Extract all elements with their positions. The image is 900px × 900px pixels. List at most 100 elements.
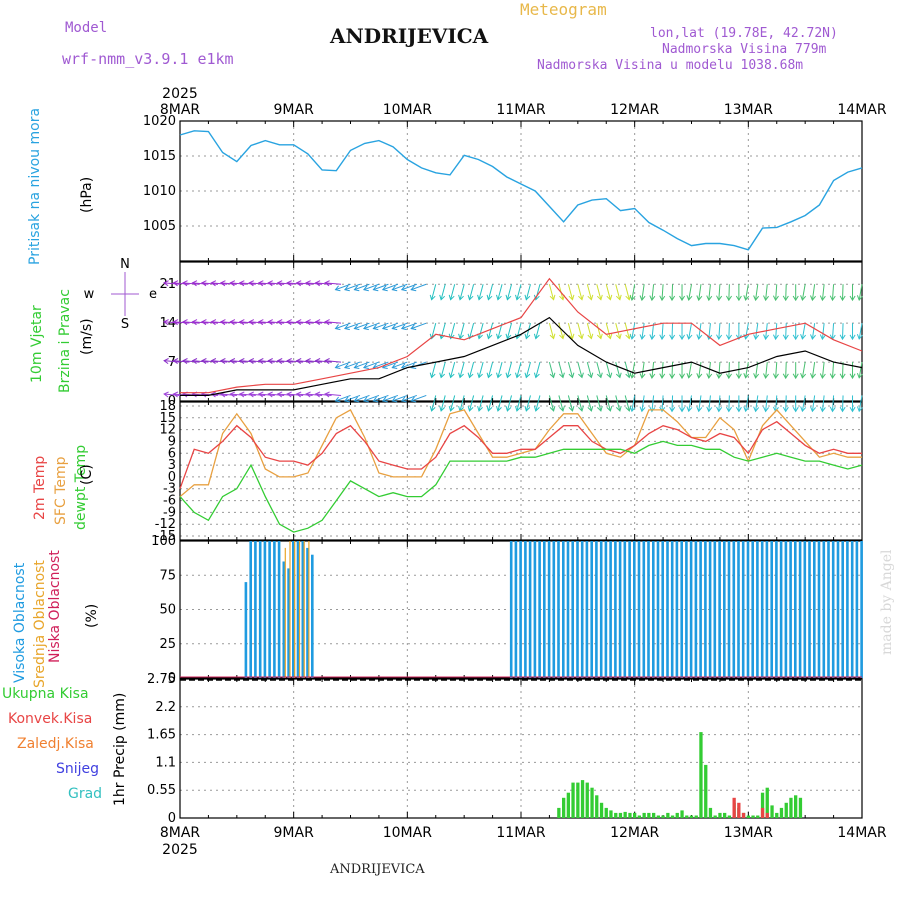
wind-arrow-head <box>286 358 292 365</box>
legend-snow: Snijeg <box>56 761 100 777</box>
legend-total-rain: Ukupna Kisa <box>2 686 89 702</box>
wind-arrow <box>182 321 199 324</box>
wind-arrow <box>821 284 825 301</box>
wind-arrow-head <box>669 295 676 302</box>
wind-arrow <box>718 362 721 379</box>
wind-arrow-head <box>782 406 789 413</box>
high-cloud-bar <box>547 541 551 678</box>
high-cloud-bar <box>718 541 721 678</box>
wind-arrow-head <box>549 405 556 412</box>
high-cloud-bar <box>623 541 627 678</box>
wind-arrow-head <box>639 373 646 379</box>
wind-arrow <box>182 360 199 363</box>
conv-rain-bar <box>741 812 746 818</box>
wind-arrow <box>577 323 583 339</box>
y-tick-label: -15 <box>155 529 176 544</box>
total-rain-bar <box>571 782 575 818</box>
wind-arrow-head <box>200 280 207 287</box>
wind-arrow-head <box>649 406 656 413</box>
wind-arrow-head <box>295 319 302 326</box>
wind-arrow <box>335 394 351 402</box>
wind-arrow <box>558 361 564 378</box>
wind-arrow <box>220 393 237 396</box>
wind-arrow <box>164 321 181 324</box>
wind-arrow-head <box>735 406 742 413</box>
y-tick-label: 2.2 <box>155 700 176 715</box>
wind-arrow <box>440 361 446 378</box>
wind-arrow-head <box>839 406 846 413</box>
wind-arrow-head <box>659 334 666 341</box>
wind-arrow <box>811 284 816 301</box>
wind-arrow <box>459 361 465 378</box>
wind-arrow <box>567 284 573 300</box>
wind-arrow-head <box>238 358 245 365</box>
total-rain-bar <box>685 815 689 818</box>
wind-arrow <box>641 284 645 301</box>
high-cloud-bar <box>557 541 560 678</box>
high-cloud-bar <box>609 541 612 678</box>
total-rain-bar <box>770 805 774 818</box>
wind-arrow-head <box>219 358 226 365</box>
time-label-bottom: 12MAR <box>610 825 659 841</box>
wind-arrow <box>641 362 645 378</box>
total-rain-bar <box>784 802 788 818</box>
wind-arrow-head <box>163 280 169 287</box>
wind-arrow-head <box>559 333 565 340</box>
wind-arrow-head <box>448 294 455 301</box>
high-cloud-bar <box>808 541 811 678</box>
wind-arrow-head <box>477 372 483 379</box>
wind-arrow-head <box>200 319 207 326</box>
wind-arrow <box>558 323 564 339</box>
wind-arrow-head <box>629 406 636 413</box>
wind-arrow <box>661 395 664 412</box>
high-cloud-bar <box>249 541 252 678</box>
wind-arrow <box>431 361 437 378</box>
wind-arrow <box>211 321 228 324</box>
wind-arrow-head <box>257 358 264 365</box>
wind-arrow-head <box>314 358 321 365</box>
wind-arrow-head <box>696 406 703 413</box>
high-cloud-bar <box>822 541 826 678</box>
wind-arrow <box>497 395 503 412</box>
wind-arrow-head <box>706 295 713 302</box>
wind-arrow-head <box>267 319 273 326</box>
wind-arrow <box>605 284 611 300</box>
wind-arrow <box>516 395 522 412</box>
wind-arrow-head <box>496 333 502 340</box>
wind-arrow <box>220 282 237 285</box>
model-label: Model <box>65 20 108 36</box>
total-rain-bar <box>727 815 731 818</box>
wind-arrow-head <box>549 333 556 340</box>
wind-arrow <box>821 395 825 412</box>
wind-arrow <box>469 395 475 412</box>
wind-arrow-head <box>372 396 379 403</box>
wind-arrow-head <box>229 358 236 365</box>
wind-arrow-head <box>679 295 686 302</box>
wind-arrow <box>373 394 389 402</box>
wind-arrow <box>230 282 247 285</box>
wind-arrow-head <box>363 396 369 403</box>
wind-arrow-head <box>334 285 341 292</box>
wind-arrow <box>821 362 825 379</box>
wind-arrow-head <box>800 406 807 413</box>
total-rain-bar <box>609 810 613 818</box>
wind-arrow-head <box>295 391 302 398</box>
wind-arrow-head <box>353 363 360 369</box>
wind-arrow <box>567 395 573 412</box>
wind-arrow-head <box>305 280 311 287</box>
wind-arrow-head <box>276 280 283 287</box>
wind-arrow-head <box>615 372 622 379</box>
legend-hail: Grad <box>68 786 103 802</box>
total-rain-bar <box>798 797 803 818</box>
total-rain-bar <box>666 812 670 818</box>
wind-arrow <box>624 284 630 300</box>
wind-arrow <box>411 283 427 291</box>
wind-arrow-head <box>849 334 856 341</box>
wind-arrow <box>192 282 209 285</box>
wind-arrow-head <box>782 373 789 380</box>
wind-arrow <box>373 283 389 291</box>
wind-arrow-head <box>467 294 474 301</box>
wind-arrow-head <box>743 373 750 379</box>
wind-arrow-head <box>305 391 311 398</box>
wind-arrow-head <box>391 324 398 331</box>
